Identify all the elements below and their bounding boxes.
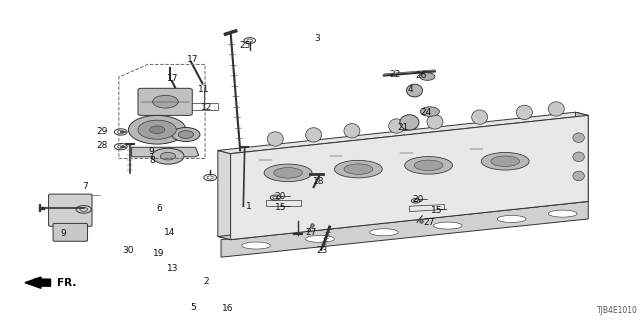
- Polygon shape: [230, 116, 588, 240]
- Ellipse shape: [472, 110, 488, 124]
- Circle shape: [138, 120, 176, 139]
- Polygon shape: [218, 198, 588, 240]
- Ellipse shape: [242, 242, 271, 249]
- Ellipse shape: [481, 153, 529, 170]
- Circle shape: [153, 95, 178, 108]
- Text: 18: 18: [313, 177, 324, 186]
- Ellipse shape: [548, 102, 564, 116]
- Text: TJB4E1010: TJB4E1010: [597, 307, 638, 316]
- Text: 12: 12: [200, 103, 212, 112]
- Text: 30: 30: [123, 246, 134, 255]
- Text: 4: 4: [408, 85, 413, 94]
- Ellipse shape: [427, 115, 443, 129]
- Text: 20: 20: [412, 195, 424, 204]
- Text: 10: 10: [33, 278, 45, 287]
- Text: 17: 17: [186, 55, 198, 64]
- Text: 16: 16: [222, 304, 234, 313]
- Text: 13: 13: [168, 264, 179, 274]
- Text: 9: 9: [148, 147, 154, 156]
- Circle shape: [420, 73, 435, 80]
- Text: 24: 24: [420, 108, 431, 117]
- Circle shape: [172, 127, 200, 141]
- Text: 25: 25: [239, 41, 251, 50]
- Circle shape: [161, 152, 175, 160]
- Ellipse shape: [548, 210, 577, 217]
- Text: 14: 14: [164, 228, 175, 237]
- FancyBboxPatch shape: [138, 88, 192, 116]
- Ellipse shape: [573, 133, 584, 142]
- Ellipse shape: [406, 84, 422, 97]
- Ellipse shape: [414, 160, 443, 171]
- Text: 17: 17: [168, 74, 179, 83]
- Circle shape: [150, 126, 165, 133]
- Text: 29: 29: [96, 127, 108, 136]
- Ellipse shape: [268, 132, 284, 146]
- Text: 23: 23: [316, 246, 328, 255]
- Ellipse shape: [400, 115, 419, 130]
- Ellipse shape: [497, 215, 526, 222]
- Text: 7: 7: [82, 182, 88, 191]
- Text: 2: 2: [204, 277, 209, 286]
- Ellipse shape: [433, 222, 462, 229]
- FancyArrow shape: [25, 277, 51, 288]
- Ellipse shape: [516, 105, 532, 119]
- Ellipse shape: [274, 168, 303, 178]
- Ellipse shape: [264, 164, 312, 182]
- Text: 20: 20: [275, 192, 286, 201]
- Text: 27: 27: [305, 228, 317, 237]
- Circle shape: [129, 116, 186, 144]
- Circle shape: [152, 148, 184, 164]
- Text: 28: 28: [96, 141, 108, 150]
- Text: 19: 19: [154, 250, 165, 259]
- Text: 26: 26: [415, 71, 427, 80]
- Polygon shape: [221, 201, 588, 257]
- Text: 8: 8: [150, 156, 156, 165]
- Ellipse shape: [334, 160, 382, 178]
- Text: FR.: FR.: [57, 278, 76, 288]
- Text: 3: 3: [315, 35, 321, 44]
- Polygon shape: [218, 112, 588, 154]
- Ellipse shape: [491, 156, 520, 166]
- Ellipse shape: [369, 229, 398, 236]
- Ellipse shape: [573, 171, 584, 181]
- Circle shape: [178, 131, 193, 138]
- Text: 6: 6: [156, 204, 162, 213]
- Text: 22: 22: [390, 70, 401, 79]
- Polygon shape: [218, 150, 230, 240]
- Ellipse shape: [344, 164, 372, 174]
- Ellipse shape: [404, 156, 452, 174]
- Ellipse shape: [344, 124, 360, 138]
- Circle shape: [420, 107, 440, 116]
- Polygon shape: [132, 147, 198, 157]
- Text: 21: 21: [397, 123, 409, 132]
- Ellipse shape: [573, 152, 584, 162]
- Ellipse shape: [388, 119, 404, 133]
- Text: 11: 11: [198, 85, 209, 94]
- Text: 1: 1: [246, 202, 252, 211]
- FancyBboxPatch shape: [49, 194, 92, 226]
- Ellipse shape: [306, 236, 334, 243]
- Text: 5: 5: [191, 303, 196, 312]
- Text: 15: 15: [275, 203, 286, 212]
- Text: 27: 27: [423, 218, 435, 227]
- FancyBboxPatch shape: [53, 223, 88, 241]
- Text: 15: 15: [431, 206, 443, 215]
- Polygon shape: [575, 112, 588, 201]
- Text: 9: 9: [60, 229, 66, 238]
- Ellipse shape: [306, 128, 321, 142]
